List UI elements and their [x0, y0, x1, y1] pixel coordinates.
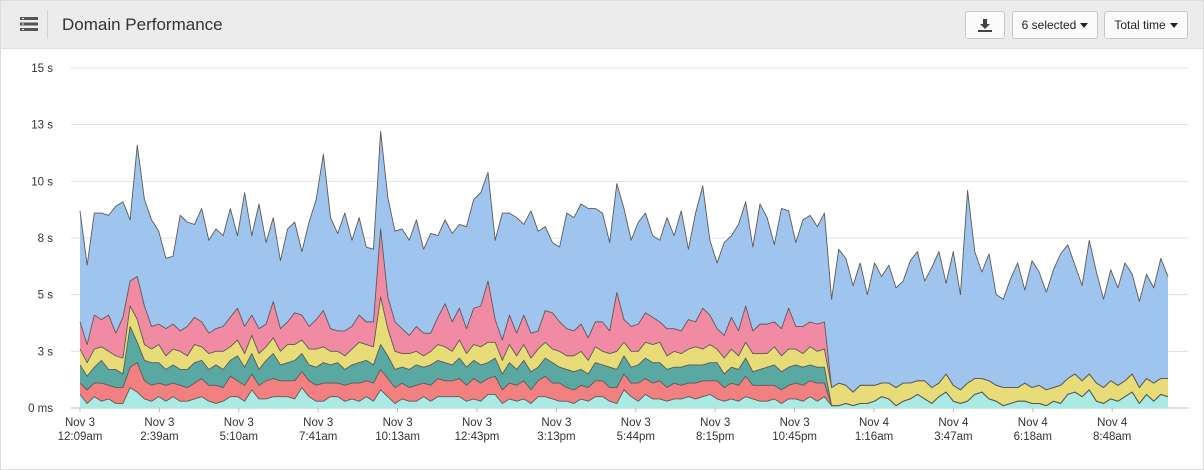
x-tick-label-time: 1:16am [855, 431, 893, 443]
series-select-dropdown[interactable]: 6 selected [1012, 11, 1098, 39]
series-outline-3 [79, 325, 1169, 407]
x-tick-label-date: Nov 3 [383, 417, 413, 429]
x-tick-label-time: 12:09am [58, 431, 103, 443]
download-button[interactable] [965, 11, 1005, 39]
metric-select-label: Total time [1114, 18, 1166, 32]
y-tick-label: 0 ms [28, 403, 53, 415]
x-tick-label-time: 5:10am [220, 431, 258, 443]
download-icon [978, 18, 992, 32]
x-tick-label-date: Nov 3 [541, 417, 571, 429]
area-series-3 [80, 326, 1168, 406]
title-divider [47, 10, 48, 39]
area-series-1 [80, 387, 1168, 408]
series-outline-5 [79, 228, 1168, 393]
x-tick-label-time: 10:45pm [772, 431, 817, 443]
x-tick-label-date: Nov 3 [65, 417, 95, 429]
x-tick-label-date: Nov 3 [303, 417, 333, 429]
y-axis-ticks: 0 ms 3 s 5 s 8 s 10 s 13 s 15 s [28, 63, 53, 415]
y-tick-label: 13 s [31, 120, 53, 132]
series-outline-6 [79, 131, 1169, 302]
x-tick-label-time: 3:13pm [537, 431, 575, 443]
x-tick-label-time: 2:39am [140, 431, 178, 443]
x-tick-label-date: Nov 4 [1097, 417, 1128, 429]
x-tick-label-date: Nov 4 [859, 417, 890, 429]
y-tick-label: 3 s [38, 346, 54, 358]
area-series-4 [80, 296, 1168, 406]
stacked-area-chart: 0 ms3 s5 s8 s10 s13 s15 s Nov 312:09amNo… [28, 63, 1188, 443]
y-tick-label: 10 s [31, 176, 53, 188]
x-tick-label-date: Nov 4 [938, 417, 969, 429]
x-tick-label-date: Nov 3 [700, 417, 730, 429]
metric-select-dropdown[interactable]: Total time [1104, 11, 1188, 39]
x-tick-label-date: Nov 3 [462, 417, 492, 429]
panel-header: Domain Performance 6 selected Total time [1, 1, 1203, 49]
x-tick-label-time: 3:47am [934, 431, 972, 443]
x-tick-label-time: 8:15pm [696, 431, 734, 443]
x-tick-label-date: Nov 3 [780, 417, 810, 429]
area-series-6 [80, 131, 1168, 393]
caret-down-icon [1169, 22, 1178, 28]
list-menu-icon[interactable] [11, 9, 47, 39]
y-tick-label: 8 s [38, 233, 54, 245]
area-series-2 [80, 362, 1168, 406]
x-tick-label-time: 7:41am [299, 431, 337, 443]
y-tick-label: 15 s [31, 63, 53, 75]
x-tick-label-time: 6:18am [1014, 431, 1052, 443]
x-tick-label-date: Nov 4 [1018, 417, 1049, 429]
caret-down-icon [1080, 22, 1089, 28]
area-series [80, 131, 1168, 408]
series-outlines [79, 131, 1169, 407]
page-title: Domain Performance [62, 15, 223, 34]
list-menu-glyph [20, 17, 38, 31]
x-tick-label-date: Nov 3 [144, 417, 174, 429]
x-tick-label-time: 8:48am [1093, 431, 1131, 443]
series-select-label: 6 selected [1021, 18, 1077, 32]
x-tick-label-time: 10:13am [375, 431, 420, 443]
x-tick-label-time: 5:44pm [617, 431, 655, 443]
x-tick-label-date: Nov 3 [621, 417, 651, 429]
y-tick-label: 5 s [38, 290, 54, 302]
x-tick-label-date: Nov 3 [224, 417, 254, 429]
x-axis-ticks: Nov 3 12:09am Nov 3 2:39am Nov 3 5:10am Nov 3 7… [58, 408, 1131, 443]
x-tick-label-time: 12:43pm [455, 431, 500, 443]
